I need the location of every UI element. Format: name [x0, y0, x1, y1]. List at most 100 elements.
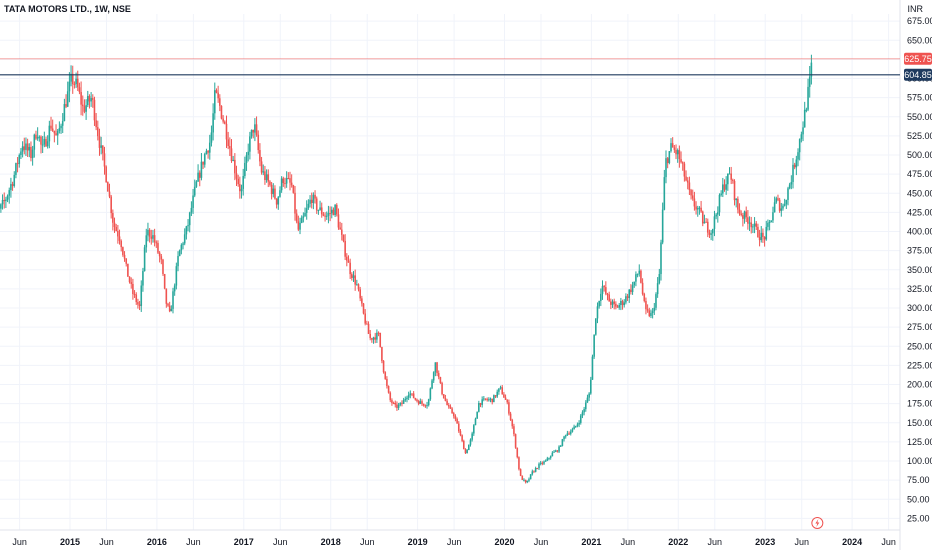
- lightning-icon: [815, 519, 820, 527]
- x-tick-label: 2020: [494, 537, 514, 547]
- candle-body: [610, 301, 612, 305]
- candle-body: [381, 347, 383, 361]
- candle-body: [526, 480, 529, 483]
- candle-body: [601, 286, 604, 294]
- candle-body: [499, 387, 502, 389]
- candle-body: [401, 402, 403, 404]
- candle-body: [723, 184, 726, 190]
- candle-body: [346, 256, 348, 261]
- candle-body: [182, 243, 184, 245]
- candle-body: [40, 136, 42, 145]
- candle-body: [160, 256, 163, 260]
- current_price-label: 625.75: [904, 54, 932, 64]
- candle-body: [367, 323, 370, 334]
- candle-body: [320, 207, 323, 215]
- candle-body: [172, 291, 174, 309]
- candle-body: [31, 149, 34, 159]
- candle-body: [51, 128, 54, 131]
- candle-body: [187, 225, 189, 227]
- candle-body: [464, 449, 467, 454]
- candle-body: [309, 199, 311, 204]
- candle-body: [364, 313, 366, 324]
- candle-body: [456, 418, 458, 424]
- candle-body: [696, 208, 699, 210]
- candle-body: [372, 337, 375, 340]
- candle-body: [229, 146, 231, 149]
- candle-body: [620, 301, 622, 305]
- y-tick-label: 450.00: [907, 188, 932, 198]
- candle-body: [519, 469, 522, 476]
- x-tick-label: Jun: [794, 537, 809, 547]
- candle-body: [197, 172, 199, 182]
- candle-body: [508, 402, 510, 414]
- candle-body: [384, 372, 387, 379]
- candle-body: [93, 99, 96, 121]
- candle-body: [424, 405, 427, 407]
- candle-body: [83, 106, 86, 112]
- candle-body: [551, 452, 554, 457]
- candle-body: [150, 236, 153, 239]
- candle-body: [38, 136, 41, 138]
- candle-body: [65, 104, 67, 107]
- candle-body: [277, 196, 280, 205]
- candle-body: [588, 393, 590, 398]
- candle-body: [135, 294, 138, 303]
- candle-body: [743, 211, 746, 219]
- candle-body: [651, 311, 654, 314]
- candle-body: [703, 221, 706, 224]
- candle-body: [50, 125, 52, 129]
- candle-body: [447, 405, 450, 407]
- candle-body: [608, 294, 610, 302]
- candle-body: [183, 234, 186, 244]
- candle-body: [170, 308, 173, 312]
- candle-body: [304, 212, 306, 217]
- y-tick-label: 250.00: [907, 341, 932, 351]
- candle-body: [103, 153, 106, 167]
- candle-body: [325, 215, 328, 217]
- candle-body: [513, 426, 515, 435]
- candle-body: [362, 303, 365, 314]
- candle-body: [349, 262, 351, 275]
- candle-body: [514, 434, 517, 448]
- x-tick-label: 2021: [581, 537, 601, 547]
- candle-body: [379, 332, 382, 348]
- candle-body: [152, 235, 154, 239]
- candle-body: [300, 217, 303, 223]
- candle-body: [137, 302, 139, 305]
- candle-body: [392, 402, 395, 404]
- candle-body: [270, 184, 273, 195]
- candle-body: [750, 222, 753, 228]
- candle-body: [289, 178, 291, 183]
- x-tick-label: 2019: [408, 537, 428, 547]
- candle-body: [312, 194, 315, 204]
- candle-body: [738, 209, 741, 214]
- candle-body: [339, 227, 341, 230]
- candle-body: [615, 303, 617, 307]
- candle-body: [426, 405, 428, 407]
- candle-body: [633, 281, 636, 286]
- candle-body: [287, 178, 290, 180]
- candle-body: [167, 303, 169, 306]
- candle-body: [299, 222, 301, 230]
- candle-body: [417, 401, 420, 404]
- candle-body: [88, 96, 91, 102]
- candle-body: [414, 398, 417, 400]
- candle-body: [91, 98, 94, 100]
- candle-body: [45, 138, 47, 147]
- candle-body: [117, 230, 119, 237]
- candle-body: [254, 124, 256, 133]
- candle-body: [808, 76, 811, 87]
- y-tick-label: 175.00: [907, 399, 932, 409]
- candle-body: [41, 144, 44, 146]
- candle-body: [21, 146, 24, 152]
- candle-body: [232, 159, 234, 161]
- candle-body: [546, 458, 549, 461]
- candle-body: [483, 398, 485, 400]
- candle-body: [262, 171, 265, 173]
- candle-body: [671, 143, 674, 148]
- x-tick-label: Jun: [621, 537, 636, 547]
- x-tick-label: 2023: [755, 537, 775, 547]
- candle-body: [68, 81, 71, 92]
- candle-body: [521, 475, 524, 480]
